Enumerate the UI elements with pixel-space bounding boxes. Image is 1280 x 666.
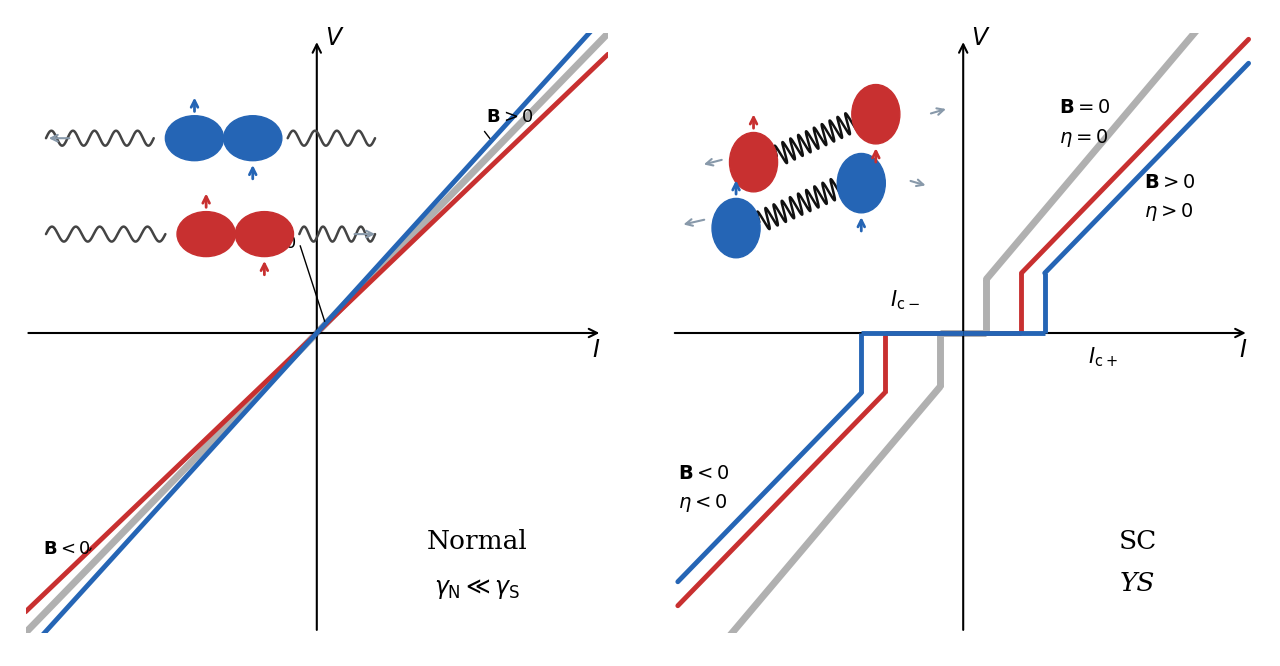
Ellipse shape — [165, 116, 224, 161]
Text: Normal: Normal — [426, 529, 527, 554]
Text: $\mathbf{B}>0$
$\eta>0$: $\mathbf{B}>0$ $\eta>0$ — [1144, 173, 1196, 223]
Text: $I$: $I$ — [1239, 338, 1247, 362]
Ellipse shape — [236, 212, 293, 256]
Text: $I_\mathrm{c-}$: $I_\mathrm{c-}$ — [890, 288, 920, 312]
Ellipse shape — [712, 198, 760, 258]
Text: YS: YS — [1120, 571, 1156, 596]
Text: $\gamma_\mathrm{N} \ll \gamma_\mathrm{S}$: $\gamma_\mathrm{N} \ll \gamma_\mathrm{S}… — [434, 577, 520, 601]
Ellipse shape — [224, 116, 282, 161]
Text: $\mathbf{B}=0$
$\eta=0$: $\mathbf{B}=0$ $\eta=0$ — [1060, 98, 1111, 149]
Text: $\mathbf{B}=0$: $\mathbf{B}=0$ — [248, 234, 297, 252]
Text: $I_\mathrm{c+}$: $I_\mathrm{c+}$ — [1088, 345, 1117, 368]
Text: $\mathbf{B}<0$
$\eta<0$: $\mathbf{B}<0$ $\eta<0$ — [678, 464, 730, 514]
Ellipse shape — [730, 133, 777, 192]
Text: SC: SC — [1119, 529, 1157, 554]
Text: $I$: $I$ — [593, 338, 600, 362]
Ellipse shape — [851, 85, 900, 144]
Text: $\mathbf{B}<0$: $\mathbf{B}<0$ — [44, 539, 91, 558]
Text: $\mathbf{B}>0$: $\mathbf{B}>0$ — [485, 108, 534, 126]
Text: $V$: $V$ — [325, 26, 344, 51]
Ellipse shape — [177, 212, 236, 256]
Text: $V$: $V$ — [972, 26, 991, 51]
Ellipse shape — [837, 153, 886, 213]
